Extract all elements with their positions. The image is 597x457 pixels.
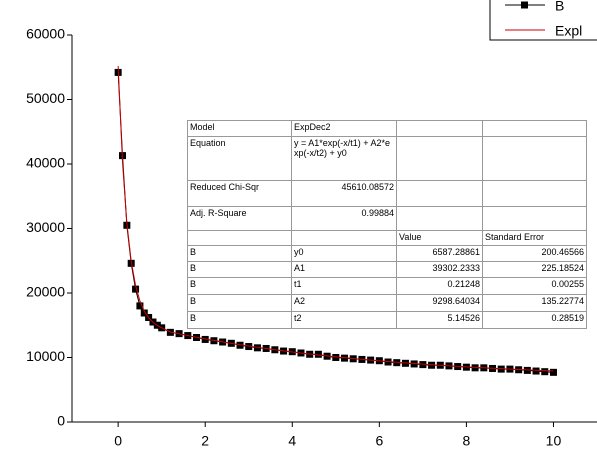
legend-label: B [555,0,564,14]
y-tick-label: 40000 [26,155,65,171]
table-row: Value Standard Error [187,230,587,246]
marker [132,285,140,293]
x-tick-label: 0 [114,433,122,449]
x-tick-label: 6 [375,433,383,449]
table-cell: 135.22774 [482,294,587,312]
table-cell: t1 [291,277,397,295]
table-row: Model ExpDec2 [187,120,587,137]
table-cell: Model [187,120,292,137]
x-tick-label: 2 [201,433,209,449]
marker [549,368,557,376]
table-cell: 39302.2333 [396,261,483,278]
marker [332,354,340,361]
y-tick-label: 60000 [26,26,65,42]
series-line [117,66,554,372]
table-row: B A1 39302.2333 225.18524 [187,261,587,278]
legend-label: Expl [555,23,582,39]
table-cell: 0.99884 [291,206,397,231]
table-row: Equation y = A1*exp(-x/t1) + A2*exp(-x/t2… [187,136,587,181]
marker [314,350,322,358]
legend-marker [521,1,528,9]
table-cell [482,180,587,207]
table-cell: Value [396,230,483,246]
x-tick-label: 4 [288,433,296,449]
table-cell [396,206,483,231]
table-cell: Equation [187,136,292,181]
table-cell [187,230,292,246]
table-cell: 6587.28861 [396,245,483,262]
table-cell: A2 [291,294,397,312]
table-cell: B [187,294,292,312]
marker [140,309,148,317]
table-cell: ExpDec2 [291,120,397,137]
table-cell: 0.28519 [482,311,587,329]
table-cell [396,136,483,181]
y-tick-label: 10000 [26,348,65,364]
table-cell [482,136,587,181]
table-cell: t2 [291,311,397,329]
x-tick-label: 10 [546,433,562,449]
table-cell: B [187,261,292,278]
table-cell: 225.18524 [482,261,587,278]
marker [523,366,531,374]
table-cell: 200.46566 [482,245,587,262]
y-tick-label: 50000 [26,90,65,106]
legend-box [489,0,597,41]
table-cell [291,230,397,246]
marker [428,361,436,369]
y-tick-label: 30000 [26,219,65,235]
table-cell [482,120,587,137]
table-cell: Adj. R-Square [187,206,292,231]
marker [532,367,540,375]
table-cell: Standard Error [482,230,587,246]
table-cell [396,120,483,137]
table-cell: 45610.08572 [291,180,397,207]
table-cell: 9298.64034 [396,294,483,312]
marker [236,341,244,349]
table-cell: 5.14526 [396,311,483,329]
table-cell: B [187,245,292,262]
y-tick-label: 20000 [26,284,65,300]
x-tick-label: 8 [463,433,471,449]
marker [253,344,261,352]
marker [541,368,549,376]
table-cell [396,180,483,207]
marker [136,302,144,310]
table-cell: B [187,277,292,295]
table-cell: y = A1*exp(-x/t1) + A2*exp(-x/t2) + y0 [291,136,397,181]
table-row: B A2 9298.64034 135.22774 [187,294,587,312]
table-cell: 0.00255 [482,277,587,295]
table-cell [482,206,587,231]
table-row: Adj. R-Square 0.99884 [187,206,587,231]
table-row: Reduced Chi-Sqr 45610.08572 [187,180,587,207]
table-cell: 0.21248 [396,277,483,295]
table-cell: y0 [291,245,397,262]
table-cell: B [187,311,292,329]
marker [201,335,209,343]
table-cell: A1 [291,261,397,278]
table-cell: Reduced Chi-Sqr [187,180,292,207]
fit-table: Model ExpDec2 Equation y = A1*exp(-x/t1) + … [187,120,587,329]
y-tick-label: 0 [57,413,65,429]
